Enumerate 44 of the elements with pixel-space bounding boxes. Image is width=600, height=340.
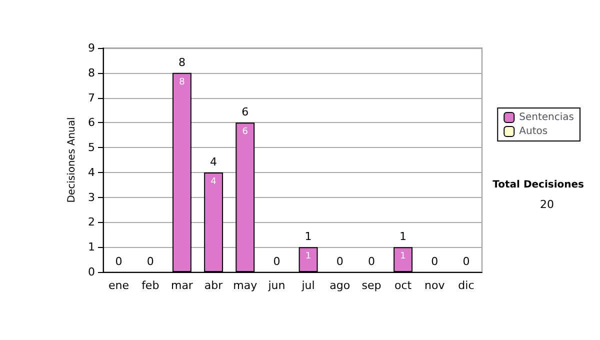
x-tick-label: nov bbox=[424, 279, 446, 292]
data-label: 8 bbox=[179, 77, 186, 88]
y-tick-label: 3 bbox=[88, 190, 95, 204]
y-tick-label: 6 bbox=[88, 116, 95, 130]
total-label: 0 bbox=[431, 255, 438, 268]
x-tick-label: jul bbox=[300, 279, 315, 292]
x-tick-label: sep bbox=[362, 279, 382, 292]
total-label: 0 bbox=[336, 255, 344, 268]
x-tick-label: mar bbox=[170, 279, 194, 292]
total-label: 8 bbox=[178, 56, 186, 69]
data-label: 1 bbox=[305, 252, 312, 262]
data-label: 1 bbox=[400, 252, 406, 262]
text: Total Decisiones bbox=[492, 180, 584, 190]
text: 20 bbox=[540, 198, 554, 211]
y-tick-label: 5 bbox=[88, 141, 95, 154]
y-tick-label: 0 bbox=[88, 266, 95, 278]
y-tick-label: 4 bbox=[88, 166, 95, 179]
x-tick-label: abr bbox=[204, 279, 224, 292]
y-tick-label: 1 bbox=[88, 240, 95, 254]
data-label: 4 bbox=[210, 176, 217, 187]
legend-label: Autos bbox=[519, 126, 548, 137]
total-label: 0 bbox=[273, 255, 280, 268]
total-label: 1 bbox=[304, 230, 312, 244]
x-tick-label: ene bbox=[108, 279, 130, 292]
total-label: 0 bbox=[462, 255, 470, 268]
y-tick-label: 7 bbox=[88, 91, 95, 104]
total-label: 0 bbox=[368, 255, 375, 268]
data-label: 6 bbox=[242, 127, 248, 138]
total-label: 6 bbox=[242, 106, 249, 119]
total-label: 4 bbox=[210, 155, 218, 168]
x-tick-label: ago bbox=[330, 279, 350, 292]
x-tick-label: feb bbox=[142, 279, 160, 292]
total-label: 1 bbox=[400, 230, 407, 244]
x-tick-label: jun bbox=[267, 279, 286, 292]
y-tick-label: 8 bbox=[88, 66, 95, 80]
y-tick-label: 2 bbox=[88, 216, 95, 229]
total-label: 0 bbox=[146, 255, 154, 268]
total-label: 0 bbox=[115, 255, 122, 268]
legend-label: Sentencias bbox=[519, 112, 574, 123]
x-tick-label: oct bbox=[394, 279, 412, 292]
y-axis-title: Decisiones Anual bbox=[66, 117, 78, 203]
x-tick-label: may bbox=[233, 279, 258, 292]
x-tick-label: dic bbox=[458, 279, 474, 292]
y-tick-label: 9 bbox=[88, 42, 95, 54]
